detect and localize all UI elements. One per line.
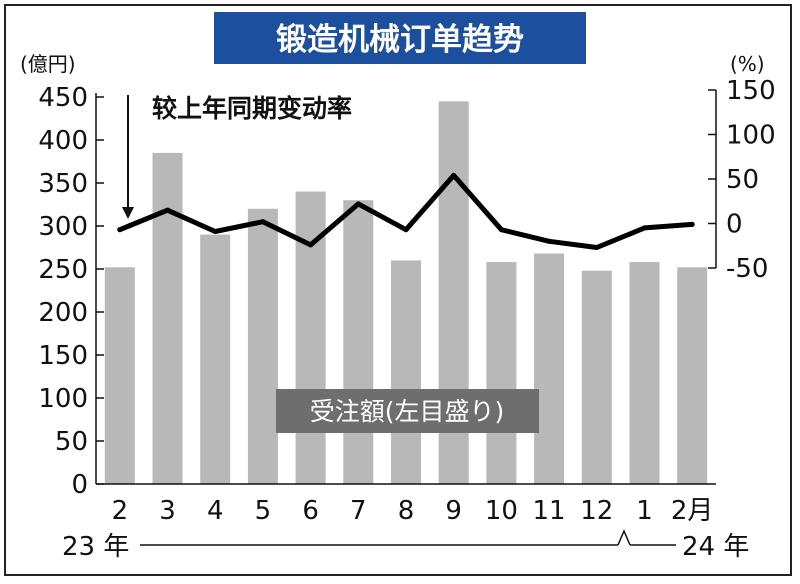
- annotation-arrow-head: [122, 207, 134, 219]
- left-tick-label: 150: [38, 341, 88, 371]
- x-tick-label: 5: [255, 496, 272, 526]
- year-break-mark: [617, 529, 631, 546]
- line-series: [117, 172, 695, 250]
- left-tick-label: 100: [38, 384, 88, 414]
- chart-title: 锻造机械订单趋势: [276, 22, 524, 58]
- x-tick-label: 2月: [671, 496, 714, 526]
- bar: [629, 262, 660, 484]
- right-tick-label: 0: [726, 210, 743, 240]
- left-tick-label: 300: [38, 212, 88, 242]
- line-point: [594, 245, 600, 250]
- line-point: [403, 227, 409, 233]
- line-series-label: 较上年同期变动率: [152, 94, 352, 123]
- x-tick-label: 3: [159, 496, 176, 526]
- bar: [343, 200, 374, 484]
- line-point: [689, 221, 695, 227]
- line-point: [308, 242, 314, 248]
- year-start-label: 23 年: [62, 532, 129, 562]
- line-point: [165, 207, 170, 213]
- left-tick-label: 0: [71, 470, 88, 500]
- left-tick-label: 450: [38, 83, 88, 113]
- left-tick-label: 250: [38, 255, 88, 285]
- line-point: [260, 219, 266, 225]
- left-tick-label: 50: [55, 427, 88, 457]
- x-tick-label: 6: [302, 496, 319, 526]
- year-row: 23 年 24 年: [62, 529, 749, 562]
- bar-legend-label: 受注額(左目盛り): [310, 397, 505, 426]
- title-banner: [214, 12, 586, 64]
- line-point: [117, 227, 123, 233]
- bar: [104, 267, 135, 484]
- left-tick-label: 400: [38, 126, 88, 156]
- line-point: [355, 201, 361, 207]
- bar: [152, 152, 183, 484]
- x-tick-label: 7: [350, 496, 367, 526]
- right-axis-unit: (%): [730, 52, 765, 76]
- line-point: [498, 227, 504, 233]
- axes: [95, 89, 717, 485]
- bar-legend-box: [276, 389, 539, 433]
- x-tick-label: 11: [533, 496, 566, 526]
- bar-series: [104, 101, 708, 485]
- bar: [486, 262, 517, 484]
- right-tick-label: 100: [726, 121, 776, 151]
- tick-labels: 0 50 100 150 200 250 300 350 400 450 150 100 50 0 -50 2…: [38, 76, 775, 526]
- right-tick-label: 150: [726, 76, 776, 106]
- x-tick-label: 8: [398, 496, 415, 526]
- x-tick-label: 9: [445, 496, 462, 526]
- bar: [247, 208, 278, 485]
- bar: [391, 260, 421, 484]
- bar: [200, 234, 231, 484]
- right-tick-label: 50: [726, 165, 759, 195]
- bar: [677, 267, 708, 484]
- bar: [581, 270, 612, 484]
- x-tick-label: 2: [112, 496, 129, 526]
- chart-frame: [4, 4, 792, 576]
- bar: [534, 253, 565, 484]
- x-tick-label: 10: [485, 496, 518, 526]
- year-end-label: 24 年: [682, 532, 749, 562]
- line-point: [212, 229, 218, 234]
- x-tick-label: 4: [207, 496, 224, 526]
- line-point: [642, 225, 647, 231]
- left-axis-unit: (億円): [20, 52, 76, 76]
- x-tick-label: 12: [580, 496, 613, 526]
- left-tick-label: 200: [38, 298, 88, 328]
- right-tick-label: -50: [726, 254, 768, 284]
- line-point: [451, 172, 457, 178]
- line-point: [546, 238, 552, 244]
- x-tick-label: 1: [636, 496, 653, 526]
- left-tick-label: 350: [38, 169, 88, 199]
